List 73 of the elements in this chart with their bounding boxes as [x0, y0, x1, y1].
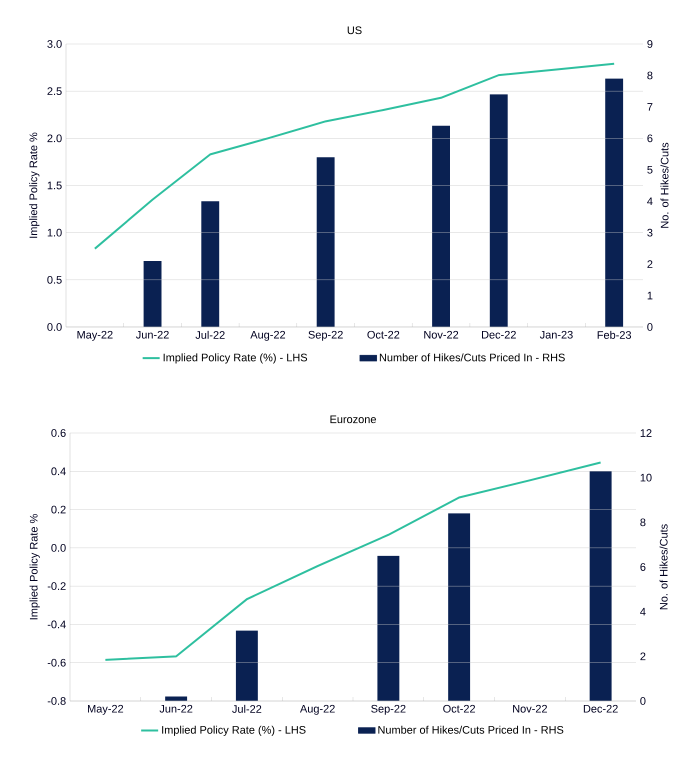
- y-tick-label: 0.6: [51, 429, 66, 437]
- bar: [432, 126, 450, 327]
- y2-tick-label: 1: [648, 292, 652, 300]
- bar: [490, 94, 508, 327]
- x-tick-label: Feb-23: [598, 330, 632, 339]
- line-series: [104, 461, 602, 661]
- y2-tick-label: 0: [640, 697, 646, 705]
- y2-tick-label: 0: [647, 323, 653, 331]
- y2-tick-label: 9: [647, 40, 652, 48]
- y-tick-label: 0.0: [51, 544, 66, 552]
- y2-axis-title: No. of Hikes/Cuts: [660, 142, 669, 228]
- y-tick-label: 0.0: [47, 323, 62, 331]
- legend-label: Number of Hikes/Cuts Priced In - RHS: [380, 353, 565, 362]
- bar: [201, 201, 220, 327]
- y-tick-label: 0.2: [51, 506, 66, 514]
- x-tick-label: Nov-22: [513, 704, 547, 713]
- bar: [377, 556, 400, 701]
- y-tick-label: 0.4: [51, 467, 66, 476]
- y-tick-label: 2.0: [47, 134, 62, 142]
- y2-tick-label: 8: [647, 72, 652, 80]
- x-tick-label: Jul-22: [232, 704, 262, 713]
- line-series: [94, 62, 616, 250]
- y-tick-label: 0.5: [47, 276, 62, 284]
- x-tick-label: Sep-22: [308, 330, 343, 341]
- bar: [316, 157, 335, 327]
- y2-tick-label: 6: [640, 563, 646, 571]
- bar: [236, 630, 258, 701]
- legend-label: Number of Hikes/Cuts Priced In - RHS: [378, 726, 564, 734]
- x-tick-label: Aug-22: [300, 704, 335, 715]
- y2-tick-label: 6: [647, 134, 652, 142]
- y2-axis-title: No. of Hikes/Cuts: [660, 524, 668, 610]
- x-tick-label: Jun-22: [160, 704, 192, 713]
- y2-tick-label: 7: [647, 103, 652, 111]
- y-tick-label: 1.0: [48, 228, 62, 237]
- y-tick-label: 3.0: [47, 40, 62, 48]
- y-tick-label: -0.8: [48, 697, 66, 705]
- bar: [165, 696, 188, 701]
- bar: [590, 470, 612, 701]
- x-tick-label: Nov-22: [424, 330, 458, 339]
- y2-tick-label: 5: [647, 166, 652, 174]
- x-tick-label: May-22: [88, 704, 124, 715]
- legend-label: Implied Policy Rate (%) - LHS: [162, 726, 306, 736]
- x-tick-label: Oct-22: [367, 330, 400, 339]
- legend-label: Implied Policy Rate (%) - LHS: [164, 353, 308, 364]
- x-tick-label: Dec-22: [482, 330, 516, 339]
- bar: [448, 513, 470, 701]
- x-tick-label: Dec-22: [584, 704, 618, 713]
- y-tick-label: -0.2: [48, 582, 66, 590]
- bar: [144, 260, 162, 327]
- x-tick-label: Oct-22: [443, 704, 476, 713]
- y-axis-title: Implied Policy Rate %: [30, 514, 40, 620]
- x-tick-label: Aug-22: [250, 330, 286, 341]
- y-tick-label: -0.4: [48, 620, 66, 628]
- bar: [605, 78, 624, 327]
- x-tick-label: Jul-22: [196, 330, 225, 339]
- y-tick-label: 1.5: [48, 182, 62, 190]
- y2-tick-label: 2: [647, 260, 652, 268]
- chart-title: US: [348, 26, 362, 34]
- x-tick-label: Jun-22: [136, 330, 169, 339]
- y2-tick-label: 3: [647, 228, 652, 237]
- y2-tick-label: 10: [640, 474, 652, 482]
- chart-title: Eurozone: [330, 416, 376, 424]
- y-axis-title: Implied Policy Rate %: [29, 132, 40, 238]
- x-tick-label: Sep-22: [371, 704, 406, 715]
- y2-tick-label: 8: [640, 518, 646, 526]
- y2-tick-label: 4: [647, 197, 653, 205]
- x-tick-label: May-22: [77, 330, 113, 341]
- y-tick-label: 2.5: [47, 87, 62, 96]
- x-tick-label: Jan-23: [540, 330, 573, 339]
- y2-tick-label: 2: [640, 652, 646, 660]
- y-tick-label: -0.6: [48, 658, 66, 667]
- y2-tick-label: 12: [640, 429, 652, 437]
- y2-tick-label: 4: [640, 608, 646, 616]
